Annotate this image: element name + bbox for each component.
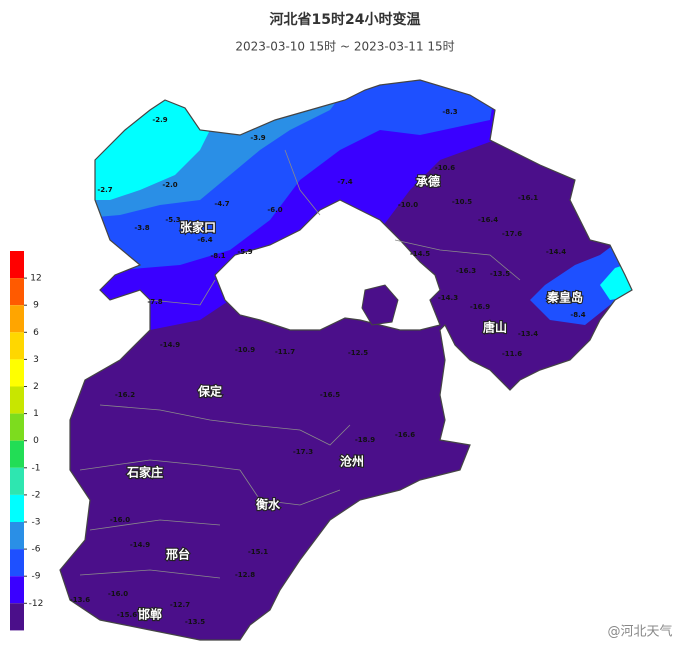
station-value: -17.3	[293, 448, 313, 456]
station-value: -6.4	[197, 236, 212, 244]
legend-label: -2	[32, 490, 41, 500]
legend-label: -6	[32, 545, 41, 555]
city-label: 唐山	[483, 320, 507, 335]
city-label: 衡水	[256, 497, 281, 512]
station-value: -16.0	[108, 590, 128, 598]
legend-label: 9	[33, 301, 39, 311]
station-value: -7.4	[337, 178, 352, 186]
station-value: -3.9	[250, 134, 265, 142]
legend-swatch	[10, 522, 24, 550]
station-value: -15.6	[117, 611, 137, 619]
station-value: -6.0	[267, 206, 282, 214]
station-value: -10.0	[398, 201, 418, 209]
station-value: -12.8	[235, 571, 255, 579]
legend-swatch	[10, 278, 24, 306]
legend-swatch	[10, 332, 24, 360]
station-value: -12.5	[348, 349, 368, 357]
watermark: @河北天气	[607, 624, 672, 640]
station-value: -7.8	[147, 298, 162, 306]
station-value: -5.3	[165, 216, 180, 224]
legend-swatch	[10, 251, 24, 279]
station-value: -14.9	[130, 541, 150, 549]
station-value: -16.0	[110, 516, 130, 524]
station-value: -10.9	[235, 346, 255, 354]
legend-swatch	[10, 386, 24, 414]
city-label: 张家口	[180, 220, 216, 235]
station-value: -16.1	[518, 194, 538, 202]
legend-label: 0	[33, 436, 39, 446]
station-value: -4.7	[214, 200, 229, 208]
station-value: -8.4	[570, 311, 585, 319]
station-value: -16.4	[478, 216, 498, 224]
station-value: -11.7	[275, 348, 295, 356]
station-value: -14.3	[438, 294, 458, 302]
station-value: -16.2	[115, 391, 135, 399]
legend-swatch	[10, 359, 24, 387]
station-value: -15.1	[248, 548, 268, 556]
station-value: -17.6	[502, 230, 522, 238]
station-value: -13.6	[70, 596, 90, 604]
station-value: -18.9	[355, 436, 375, 444]
station-value: -13.5	[490, 270, 510, 278]
station-value: -16.6	[395, 431, 415, 439]
legend-label: 6	[33, 328, 39, 338]
city-label: 保定	[197, 384, 222, 399]
legend-swatch	[10, 494, 24, 522]
legend-label: 2	[33, 382, 39, 392]
station-value: -13.5	[185, 618, 205, 626]
station-value: -16.5	[320, 391, 340, 399]
legend-swatch	[10, 576, 24, 604]
city-label: 承德	[416, 174, 440, 189]
station-value: -8.1	[210, 252, 225, 260]
city-borders	[79, 149, 521, 579]
station-value: -2.7	[97, 186, 112, 194]
station-value: -12.7	[170, 601, 190, 609]
legend-label: -1	[32, 463, 41, 473]
station-value: -10.6	[435, 164, 455, 172]
city-label: 沧州	[340, 454, 364, 469]
station-value: -3.8	[134, 224, 149, 232]
legend-label: -9	[32, 572, 41, 582]
legend-swatch	[10, 305, 24, 333]
legend-swatch	[10, 413, 24, 441]
city-label: 秦皇岛	[546, 290, 583, 305]
enclave	[361, 284, 399, 326]
city-label: 邢台	[166, 547, 190, 562]
legend-label: 1	[33, 409, 39, 419]
title: 河北省15时24小时变温	[270, 11, 421, 28]
station-value: -5.9	[237, 248, 252, 256]
station-value: -11.6	[502, 350, 522, 358]
station-value: -16.9	[470, 303, 490, 311]
legend-label: 12	[30, 274, 41, 284]
legend-label: 3	[33, 355, 39, 365]
station-value: -8.3	[442, 108, 457, 116]
city-label: 石家庄	[126, 465, 163, 480]
legend-swatch	[10, 549, 24, 577]
legend-swatch	[10, 603, 24, 631]
station-value: -2.9	[152, 116, 167, 124]
station-value: -14.9	[160, 341, 180, 349]
legend-label: -3	[32, 518, 41, 528]
city-label: 邯郸	[138, 607, 162, 622]
station-value: -14.5	[410, 250, 430, 258]
legend-label: -12	[29, 599, 44, 609]
station-value: -13.4	[518, 330, 538, 338]
legend-swatch	[10, 440, 24, 468]
subtitle: 2023-03-10 15时 ~ 2023-03-11 15时	[235, 40, 454, 54]
station-value: -14.4	[546, 248, 566, 256]
station-value: -2.0	[162, 181, 177, 189]
station-value: -10.5	[452, 198, 472, 206]
station-value: -16.3	[456, 267, 476, 275]
legend-swatch	[10, 467, 24, 495]
